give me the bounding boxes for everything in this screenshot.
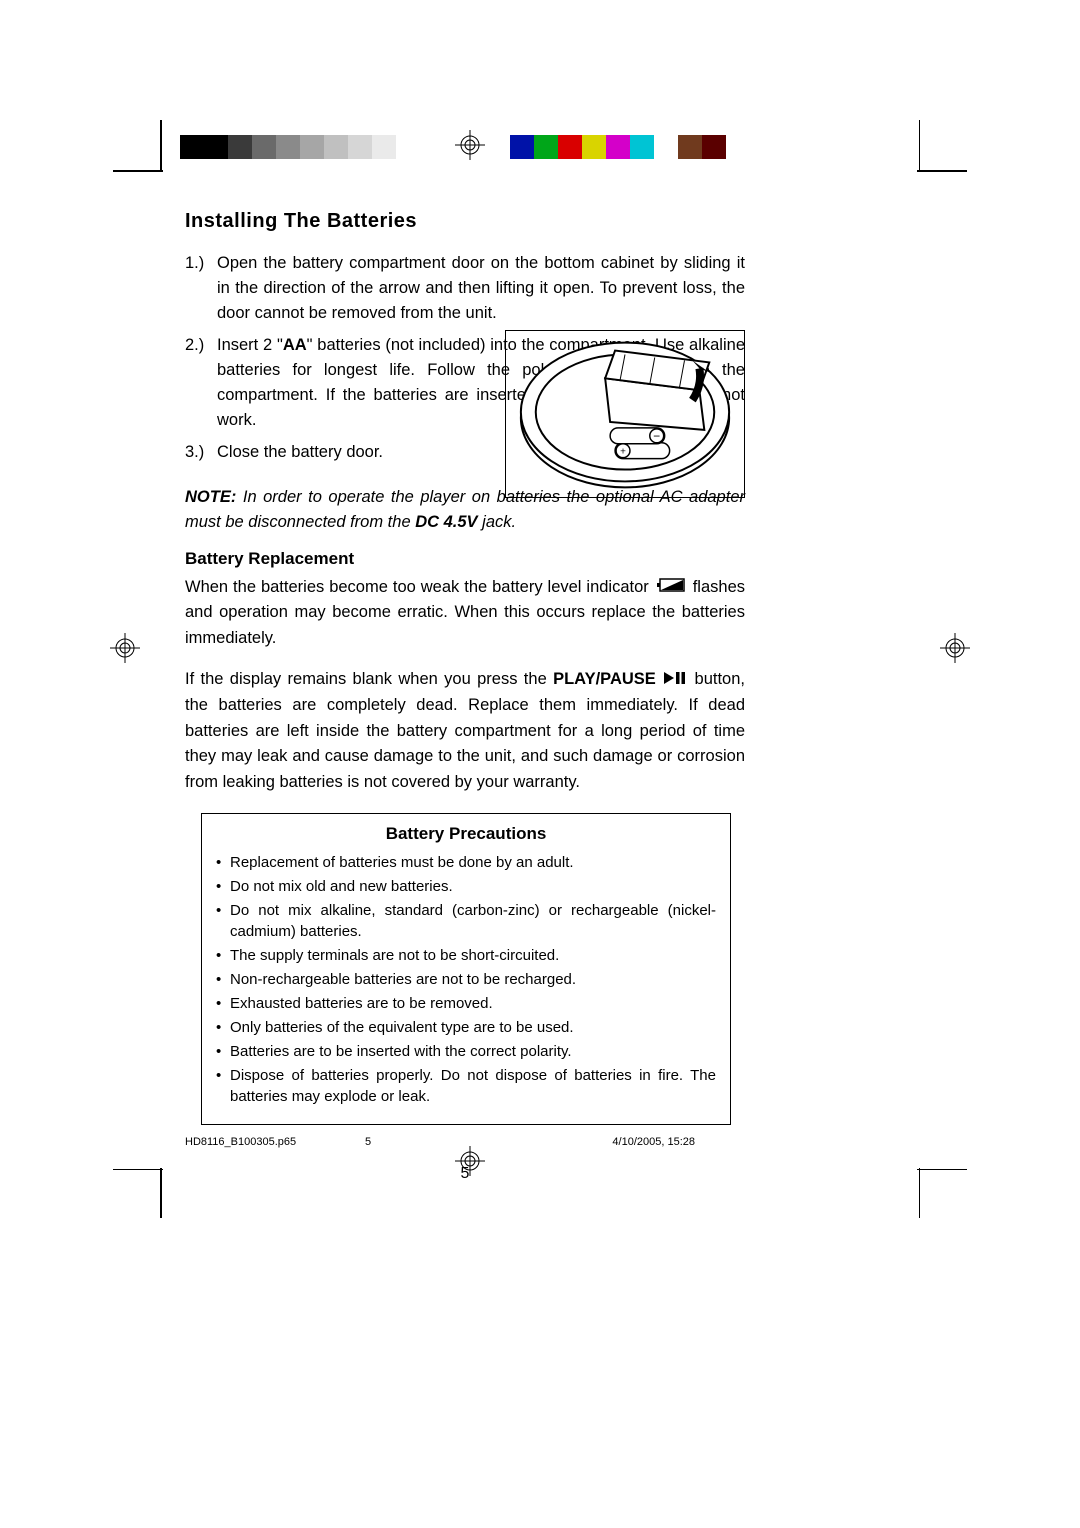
grayscale-colorbar — [180, 135, 420, 159]
svg-text:+: + — [620, 447, 626, 458]
battery-low-icon — [657, 575, 685, 601]
crop-mark — [160, 1168, 162, 1218]
precautions-list: •Replacement of batteries must be done b… — [216, 852, 716, 1107]
heading-installing-batteries: Installing The Batteries — [185, 210, 745, 233]
crop-mark — [917, 170, 967, 172]
footer-page: 5 — [365, 1136, 485, 1148]
paragraph-battery-indicator: When the batteries become too weak the b… — [185, 575, 745, 652]
crop-mark — [919, 1168, 921, 1218]
registration-mark-icon — [455, 130, 485, 160]
svg-text:−: − — [653, 429, 660, 443]
note-label: NOTE: — [185, 488, 236, 506]
page-number: 5 — [185, 1165, 745, 1183]
precautions-box: Battery Precautions •Replacement of batt… — [201, 813, 731, 1125]
footer-filename: HD8116_B100305.p65 — [185, 1136, 365, 1148]
footer-timestamp: 4/10/2005, 15:28 — [485, 1136, 745, 1148]
crop-mark — [113, 1169, 163, 1171]
crop-mark — [919, 120, 921, 170]
page-content: Installing The Batteries 1.)Open the bat… — [185, 210, 745, 1183]
battery-compartment-icon: + − — [506, 330, 744, 498]
footer: HD8116_B100305.p65 5 4/10/2005, 15:28 — [185, 1136, 745, 1148]
paragraph-dead-batteries: If the display remains blank when you pr… — [185, 667, 745, 795]
crop-mark — [917, 1169, 967, 1171]
heading-battery-replacement: Battery Replacement — [185, 549, 745, 569]
play-pause-icon — [664, 667, 686, 693]
registration-mark-icon — [940, 633, 970, 663]
battery-compartment-figure: + − — [505, 330, 745, 498]
crop-mark — [160, 120, 162, 170]
process-colorbar — [510, 135, 726, 159]
precautions-title: Battery Precautions — [216, 824, 716, 844]
registration-mark-icon — [110, 633, 140, 663]
crop-mark — [113, 170, 163, 172]
